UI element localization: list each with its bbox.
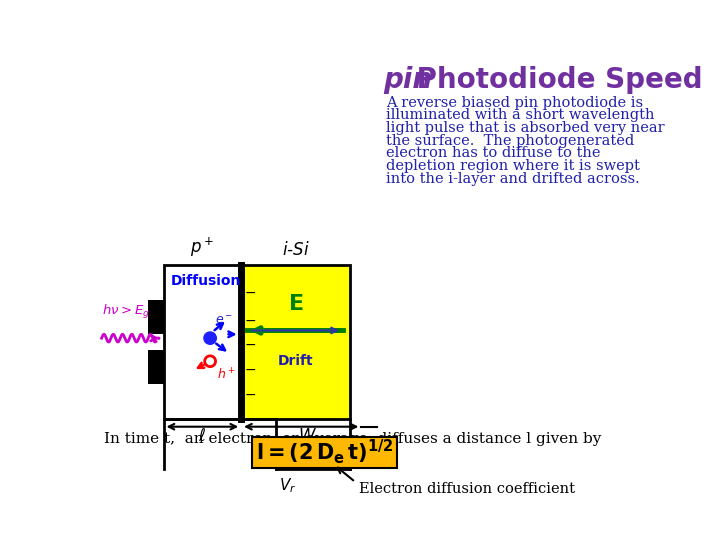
Text: $\mathbf{E}$: $\mathbf{E}$ [287, 294, 303, 314]
Text: $\mathbf{l = (2\,D_e\,t)^{1/2}}$: $\mathbf{l = (2\,D_e\,t)^{1/2}}$ [256, 437, 393, 465]
Text: Drift: Drift [278, 354, 313, 368]
Text: $i$-Si: $i$-Si [282, 241, 309, 259]
Text: $W$: $W$ [297, 428, 317, 445]
Text: $h\nu > E_g$: $h\nu > E_g$ [102, 303, 150, 321]
Text: Diffusion: Diffusion [171, 274, 241, 288]
Text: $h^+$: $h^+$ [217, 367, 236, 383]
Bar [148, 350, 163, 383]
FancyBboxPatch shape [252, 437, 397, 468]
Text: In time t,  an electron, on average, diffuses a distance l given by: In time t, an electron, on average, diff… [104, 432, 601, 446]
Bar [163, 265, 350, 419]
Text: A reverse biased pin photodiode is: A reverse biased pin photodiode is [386, 96, 643, 110]
Text: $V_r$: $V_r$ [279, 477, 297, 496]
Text: depletion region where it is swept: depletion region where it is swept [386, 159, 640, 173]
Text: +: + [286, 439, 300, 457]
Bar [241, 265, 350, 419]
Circle shape [204, 332, 216, 345]
Bar [148, 300, 163, 334]
Bar [163, 265, 241, 419]
Text: pin: pin [383, 66, 432, 94]
Text: into the i-layer and drifted across.: into the i-layer and drifted across. [386, 172, 640, 186]
Text: illuminated with a short wavelength: illuminated with a short wavelength [386, 109, 654, 122]
Circle shape [204, 356, 215, 367]
Text: light pulse that is absorbed very near: light pulse that is absorbed very near [386, 121, 665, 135]
Text: −: − [252, 439, 266, 457]
Text: $\ell$: $\ell$ [198, 428, 207, 445]
Text: −: − [245, 387, 256, 401]
Text: $e^-$: $e^-$ [215, 314, 233, 327]
Text: −: − [245, 286, 256, 300]
Text: $p^+$: $p^+$ [190, 235, 215, 259]
Text: electron has to diffuse to the: electron has to diffuse to the [386, 146, 600, 160]
Text: Electron diffusion coefficient: Electron diffusion coefficient [359, 482, 575, 496]
Text: Photodiode Speed: Photodiode Speed [407, 66, 703, 94]
Text: −: − [245, 363, 256, 377]
Text: −: − [245, 338, 256, 352]
Text: −: − [245, 313, 256, 327]
Text: the surface.  The photogenerated: the surface. The photogenerated [386, 134, 634, 148]
